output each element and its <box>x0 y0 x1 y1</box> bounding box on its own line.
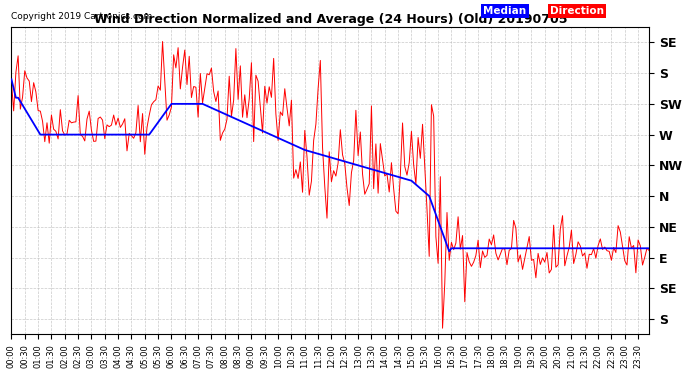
Title: Wind Direction Normalized and Average (24 Hours) (Old) 20190705: Wind Direction Normalized and Average (2… <box>94 13 567 26</box>
Text: Median: Median <box>484 6 526 16</box>
Text: Copyright 2019 Cartronics.com: Copyright 2019 Cartronics.com <box>12 12 152 21</box>
Text: Direction: Direction <box>551 6 604 16</box>
